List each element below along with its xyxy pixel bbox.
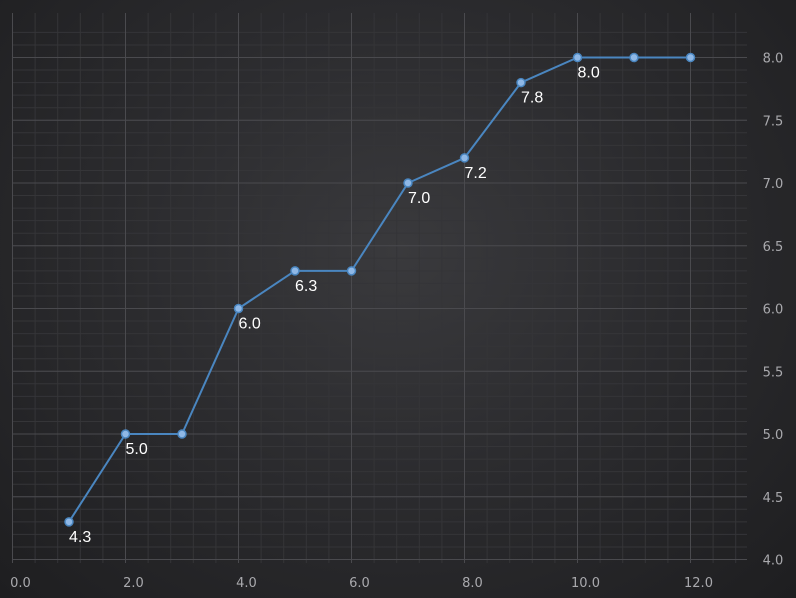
- x-tick-label: 10.0: [571, 576, 600, 591]
- y-tick-label: 4.5: [763, 491, 784, 506]
- data-label: 8.0: [578, 65, 600, 82]
- x-tick-label: 6.0: [349, 576, 370, 591]
- data-point[interactable]: [346, 266, 357, 276]
- data-label: 4.3: [69, 529, 91, 546]
- x-tick-label: 2.0: [123, 576, 144, 591]
- data-point[interactable]: [177, 429, 187, 439]
- y-tick-label: 6.5: [763, 240, 784, 255]
- data-point[interactable]: [64, 517, 74, 527]
- data-point[interactable]: [629, 52, 639, 63]
- x-axis-tick-labels: 0.0 2.0 4.0 6.0 8.0 10.0 12.0: [10, 576, 713, 591]
- data-point[interactable]: [233, 303, 244, 314]
- y-tick-label: 4.0: [763, 554, 784, 569]
- x-tick-label: 4.0: [236, 576, 257, 591]
- data-label: 6.0: [239, 316, 261, 333]
- y-tick-label: 8.0: [763, 52, 784, 67]
- x-tick-label: 12.0: [684, 576, 713, 591]
- data-point[interactable]: [572, 52, 583, 63]
- data-label: 7.2: [465, 165, 487, 182]
- data-label: 6.3: [295, 278, 317, 295]
- data-point[interactable]: [290, 266, 300, 276]
- data-labels: 4.3 5.0 6.0 6.3 7.0 7.2 7.8 8.0: [69, 65, 600, 546]
- series-points: [64, 52, 696, 527]
- data-label: 5.0: [126, 441, 148, 458]
- y-axis-tick-labels: 4.0 4.5 5.0 5.5 6.0 6.5 7.0 7.5 8.0: [763, 52, 784, 569]
- y-tick-label: 6.0: [763, 303, 784, 318]
- x-tick-label: 0.0: [10, 576, 31, 591]
- data-point[interactable]: [120, 429, 131, 439]
- minor-gridlines: [13, 13, 747, 563]
- y-tick-label: 5.5: [763, 365, 784, 380]
- data-label: 7.8: [521, 90, 543, 107]
- data-point[interactable]: [403, 178, 413, 188]
- data-point[interactable]: [516, 77, 526, 88]
- data-point[interactable]: [685, 52, 696, 63]
- series-line: [68, 56, 691, 523]
- data-point[interactable]: [459, 153, 470, 163]
- series-lines: [68, 56, 691, 523]
- x-tick-label: 8.0: [462, 576, 483, 591]
- y-tick-label: 5.0: [763, 428, 784, 443]
- y-tick-label: 7.5: [763, 114, 784, 129]
- data-label: 7.0: [408, 190, 430, 207]
- y-tick-label: 7.0: [763, 177, 784, 192]
